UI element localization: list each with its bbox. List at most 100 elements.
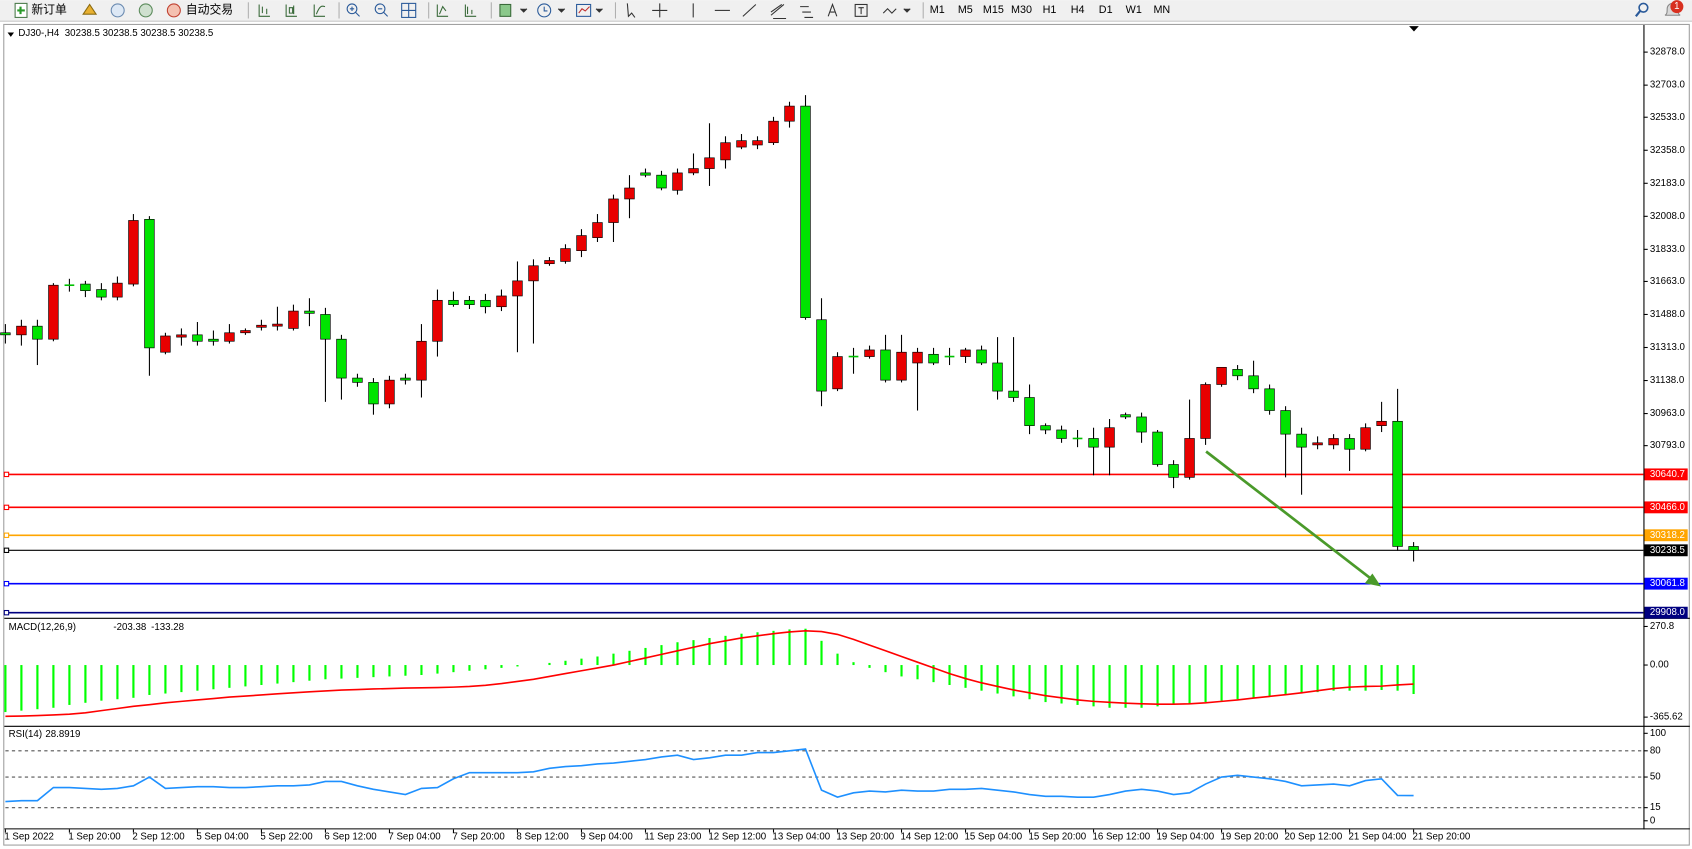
search-button[interactable] xyxy=(1635,2,1649,18)
level-label: 30318.2 xyxy=(1650,530,1685,541)
x-tick-label: 6 Sep 12:00 xyxy=(324,832,377,843)
level-handle[interactable] xyxy=(3,504,10,511)
candle-body xyxy=(368,382,379,405)
candle-body xyxy=(160,335,171,353)
symbol-menu[interactable] xyxy=(7,32,15,37)
candle-body xyxy=(1088,438,1099,448)
candle-body xyxy=(528,265,539,282)
level-label: 30466.0 xyxy=(1650,502,1686,513)
x-tick-label: 19 Sep 04:00 xyxy=(1156,832,1214,843)
y-tick-label: 100 xyxy=(1650,728,1667,739)
candle-body xyxy=(864,349,875,357)
timeframe-button[interactable]: M15 xyxy=(983,4,1004,16)
indicator-value: -203.38 xyxy=(113,622,146,633)
y-tick-label: 30793.0 xyxy=(1650,440,1686,451)
candle-body xyxy=(352,377,363,383)
candle-body xyxy=(896,351,907,381)
y-tick-label: 15 xyxy=(1650,802,1661,813)
level-handle[interactable] xyxy=(3,609,10,616)
candle-body xyxy=(1168,464,1179,478)
chart-tools[interactable] xyxy=(258,2,911,20)
candle-body xyxy=(1136,416,1147,433)
y-tick-label: 270.8 xyxy=(1650,621,1674,632)
level-label: 30640.7 xyxy=(1650,469,1685,480)
candle-body xyxy=(656,174,667,189)
button-label: 新订单 xyxy=(31,3,67,17)
candle-body xyxy=(688,168,699,174)
y-tick-label: 32703.0 xyxy=(1650,80,1686,91)
candle-body xyxy=(384,379,395,405)
candle-body xyxy=(1408,546,1419,551)
icon xyxy=(166,3,181,18)
timeframe-button[interactable]: W1 xyxy=(1126,4,1142,16)
candle-body xyxy=(720,142,731,161)
candle-body xyxy=(480,299,491,308)
x-tick-label: 7 Sep 04:00 xyxy=(388,832,441,843)
level-handle[interactable] xyxy=(3,532,10,538)
candle-body xyxy=(336,338,347,379)
chart-title: DJ30-,H4 xyxy=(18,28,60,39)
toolbar: 新订单 自动交易 M1 M5 M15 M30 H1 H4 D1 W1 M xyxy=(0,0,1692,22)
level-label-bg xyxy=(1644,501,1688,514)
timeframe-button[interactable]: M1 xyxy=(930,4,945,16)
x-tick-label: 5 Sep 04:00 xyxy=(196,832,249,843)
auto-trading-button[interactable]: 自动交易 xyxy=(166,3,233,18)
level-handle[interactable] xyxy=(3,547,10,554)
notifications[interactable]: 1 xyxy=(1664,0,1684,16)
icon xyxy=(1638,2,1649,13)
plot: DJ30-,H4 30238.5 30238.5 30238.5 30238.53287… xyxy=(0,28,1688,843)
y-tick-label: 31313.0 xyxy=(1650,342,1686,353)
candle-body xyxy=(1104,427,1115,448)
candle-body xyxy=(320,314,331,340)
candle-body xyxy=(1152,431,1163,465)
icon[interactable] xyxy=(110,3,125,18)
new-order-button[interactable]: 新订单 xyxy=(14,3,67,18)
candle-body xyxy=(1328,438,1339,446)
candle-body xyxy=(272,323,283,327)
candle-body xyxy=(16,325,27,336)
y-tick-label: 31663.0 xyxy=(1650,276,1686,287)
candle-body xyxy=(992,362,1003,392)
button-label: 自动交易 xyxy=(186,3,233,17)
icon[interactable] xyxy=(138,3,153,18)
y-tick-label: 32358.0 xyxy=(1650,145,1686,156)
timeframe-button[interactable]: H1 xyxy=(1043,4,1057,16)
candle-body xyxy=(304,310,315,314)
candle-body xyxy=(1280,410,1291,435)
candle-body xyxy=(96,289,107,298)
level-label-bg xyxy=(1644,606,1688,619)
candle-body xyxy=(1120,414,1131,418)
timeframe-button[interactable]: M5 xyxy=(958,4,973,16)
y-tick-label: 31138.0 xyxy=(1650,375,1685,386)
candle-body xyxy=(816,319,827,392)
candle-body xyxy=(1184,438,1195,478)
y-tick-label: 31488.0 xyxy=(1650,309,1686,320)
candle-body xyxy=(144,219,155,349)
y-tick-label: 31833.0 xyxy=(1650,244,1686,255)
icon xyxy=(17,6,25,15)
indicator-value: -133.28 xyxy=(151,622,184,633)
level-handle[interactable] xyxy=(3,471,10,478)
candle-body xyxy=(800,105,811,318)
candle-body xyxy=(1008,390,1019,398)
icon[interactable] xyxy=(82,3,98,15)
timeframe-button[interactable]: H4 xyxy=(1071,4,1085,16)
x-tick-label: 12 Sep 12:00 xyxy=(708,832,766,843)
candle-body xyxy=(48,284,59,340)
candle-body xyxy=(496,295,507,308)
candle-body xyxy=(736,140,747,148)
candle-body xyxy=(400,377,411,381)
trend-arrow xyxy=(1205,450,1382,587)
chart-shift-marker xyxy=(1409,26,1419,32)
quote-value: 30238.5 xyxy=(178,28,213,39)
rsi-line xyxy=(5,748,1414,803)
candle-body xyxy=(80,283,91,292)
timeframe-button[interactable]: M30 xyxy=(1011,4,1032,16)
signal-line xyxy=(5,630,1414,718)
candle-body xyxy=(752,140,763,146)
timeframe-button[interactable]: D1 xyxy=(1099,4,1113,16)
candle-body xyxy=(112,282,123,298)
timeframe-button[interactable]: MN xyxy=(1153,4,1170,16)
level-handle[interactable] xyxy=(3,580,10,587)
candle-body xyxy=(768,120,779,144)
